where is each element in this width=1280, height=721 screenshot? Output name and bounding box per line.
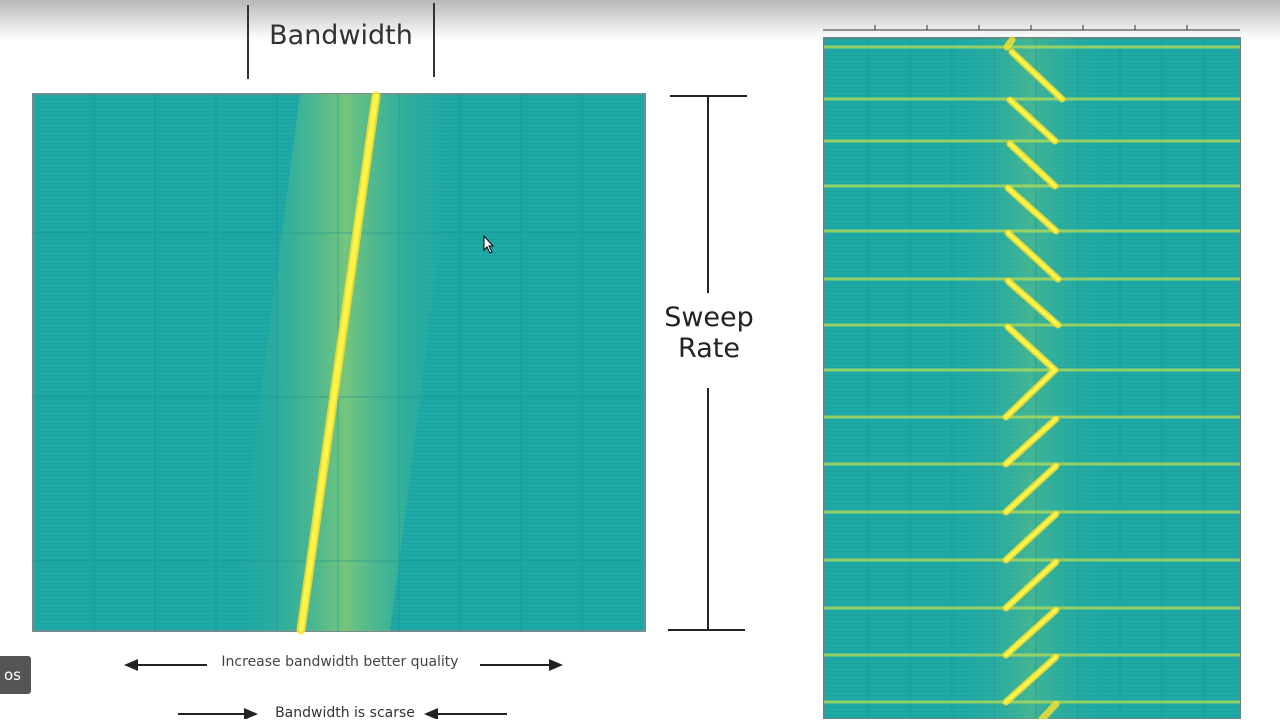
right-top-axis	[823, 25, 1240, 31]
bandwidth-bracket	[247, 3, 435, 79]
bandwidth-label: Bandwidth	[269, 20, 413, 51]
more-videos-label: os	[4, 666, 21, 684]
left-spectrogram	[32, 91, 646, 635]
chirp-line	[298, 93, 379, 633]
more-videos-button[interactable]: os	[0, 656, 31, 694]
right-spectrogram	[823, 25, 1241, 719]
sweep-rate-bracket	[668, 95, 747, 631]
left-arrow-icon	[124, 659, 207, 671]
mouse-pointer-icon	[483, 234, 495, 254]
right-arrow-icon-2	[178, 708, 258, 719]
left-arrow-icon-2	[424, 708, 507, 719]
right-grid	[867, 38, 1205, 719]
right-chirps	[1004, 50, 1064, 704]
caption-bandwidth-scarce: Bandwidth is scarse	[275, 705, 415, 721]
right-separators	[824, 45, 1240, 704]
caption-arrows	[124, 659, 563, 719]
sweep-rate-label: Sweep Rate	[664, 302, 754, 364]
caption-increase-bandwidth: Increase bandwidth better quality	[221, 654, 459, 670]
right-arrow-icon	[480, 659, 563, 671]
